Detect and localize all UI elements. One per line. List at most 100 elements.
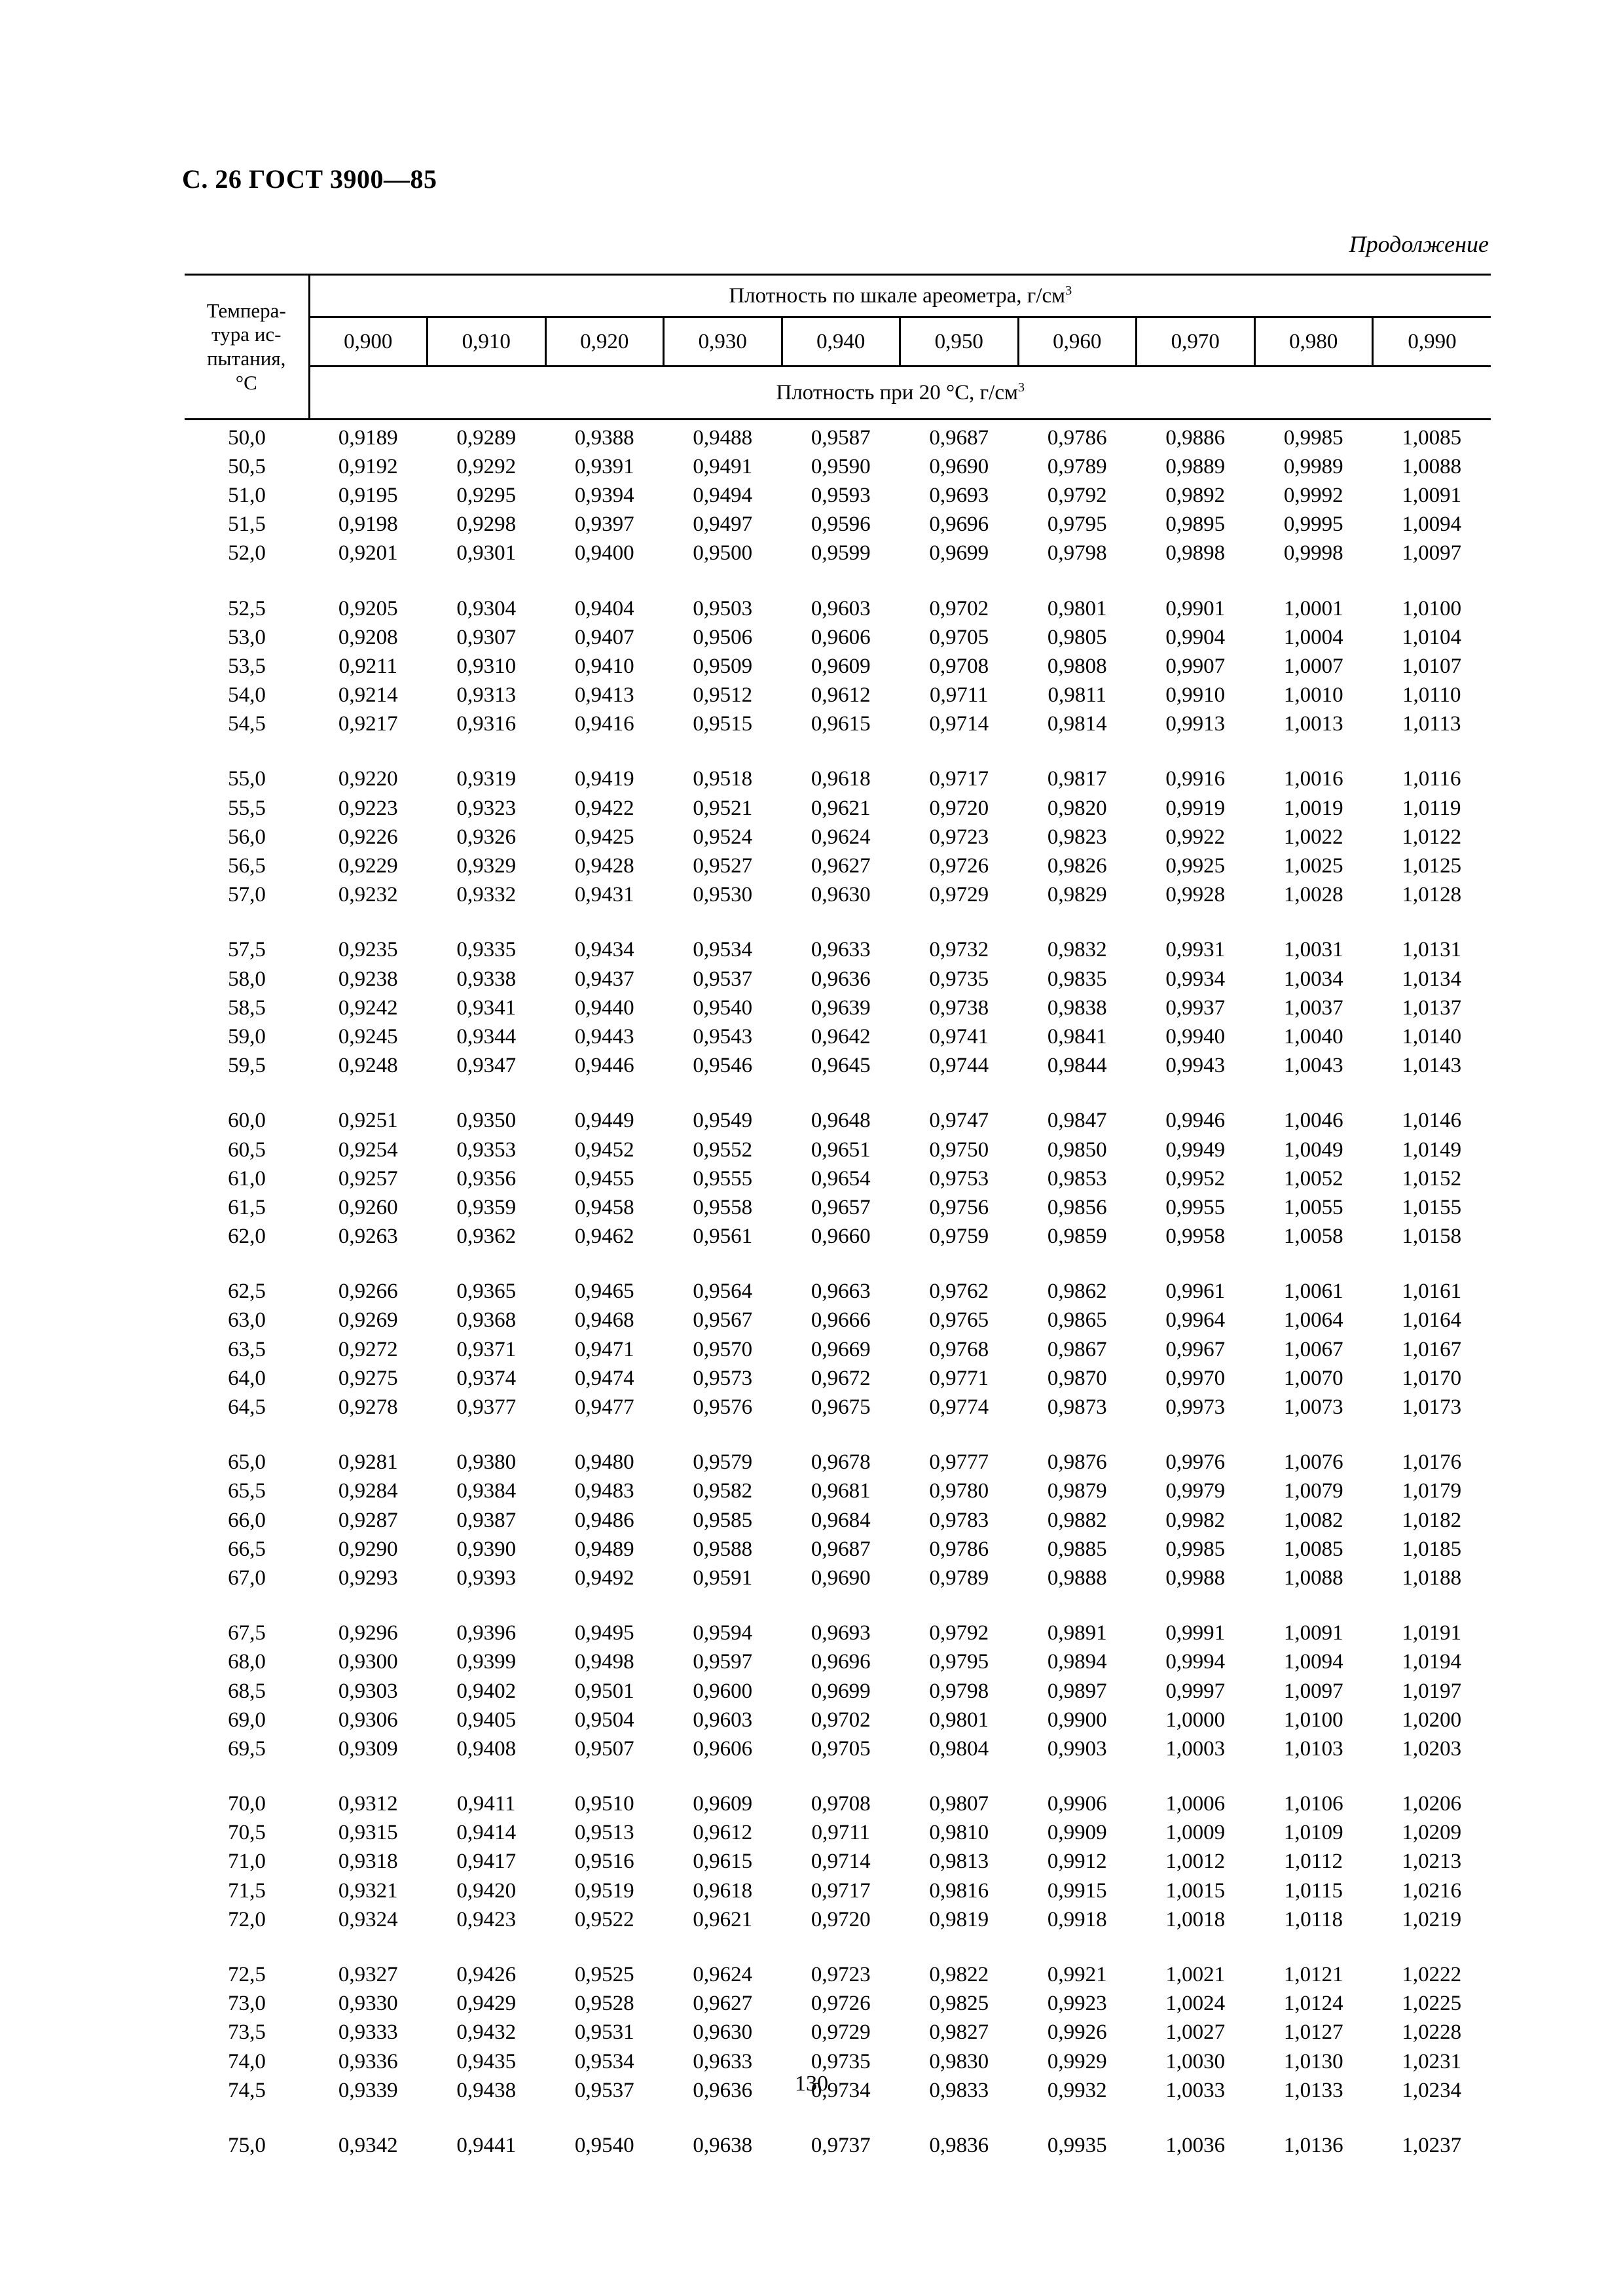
density-cell: 0,9865 [1047, 1308, 1107, 1333]
density-cell: 1,0034 [1283, 967, 1343, 991]
density-cell: 0,9672 [811, 1366, 871, 1390]
density-cell: 0,9675 [811, 1395, 871, 1420]
density-cell: 0,9901 [1165, 596, 1226, 620]
temp-header-line-3: пытания, [207, 347, 286, 370]
density-cell: 0,9909 [1047, 1821, 1107, 1845]
group-spacer-cell [185, 1422, 1491, 1448]
density-cell: 0,9756 [929, 1195, 989, 1219]
temperature-cell: 57,0 [228, 883, 266, 907]
double-rule-line [185, 418, 1491, 423]
column-header-3: 0,930 [663, 316, 783, 367]
density-cell: 0,9336 [338, 2049, 398, 2073]
density-cell: 1,0234 [1402, 2078, 1462, 2102]
density-cell: 0,9723 [929, 825, 989, 849]
density-cell: 0,9973 [1165, 1395, 1226, 1420]
density-cell: 0,9437 [574, 967, 634, 991]
density-cell: 0,9929 [1047, 2049, 1107, 2073]
density-cell: 1,0040 [1283, 1024, 1343, 1049]
density-cell: 0,9307 [456, 625, 517, 649]
density-cell: 0,9597 [693, 1650, 753, 1674]
table-row: 62,5 0,9266 0,9365 0,9465 0,9564 0,9663 0,9762… [185, 1278, 1491, 1306]
density-cell: 0,9934 [1165, 967, 1226, 991]
group-spacer-row [185, 1422, 1491, 1448]
density-cell: 0,9894 [1047, 1650, 1107, 1674]
density-cell: 0,9419 [574, 767, 634, 791]
density-cell: 1,0179 [1402, 1479, 1462, 1503]
density-cell: 0,9737 [811, 2133, 871, 2157]
group-spacer-row [185, 1593, 1491, 1619]
density-cell: 0,9458 [574, 1195, 634, 1219]
table-row: 68,0 0,9300 0,9399 0,9498 0,9597 0,9696 0,9795… [185, 1648, 1491, 1677]
density-cell: 0,9886 [1165, 425, 1226, 450]
density-cell: 0,9394 [574, 483, 634, 507]
table-row: 73,5 0,9333 0,9432 0,9531 0,9630 0,9729 0,9827… [185, 2018, 1491, 2047]
density-cell: 0,9862 [1047, 1280, 1107, 1304]
density-cell: 0,9531 [574, 2020, 634, 2045]
density-cell: 0,9251 [338, 1109, 398, 1133]
density-cell: 0,9350 [456, 1109, 517, 1133]
density-cell: 0,9540 [574, 2133, 634, 2157]
density-cell: 0,9853 [1047, 1166, 1107, 1191]
density-cell: 0,9306 [338, 1708, 398, 1732]
density-cell: 0,9937 [1165, 996, 1226, 1020]
density-cell: 0,9856 [1047, 1195, 1107, 1219]
density-cell: 1,0125 [1402, 854, 1462, 878]
temperature-cell: 72,5 [228, 1963, 266, 1987]
density-cell: 1,0216 [1402, 1878, 1462, 1903]
density-cell: 0,9897 [1047, 1679, 1107, 1703]
temperature-cell: 54,5 [228, 712, 266, 736]
density-cell: 0,9329 [456, 854, 517, 878]
density-cell: 0,9426 [456, 1963, 517, 1987]
density-cell: 0,9609 [693, 1792, 753, 1816]
density-cell: 0,9596 [811, 512, 871, 537]
density-cell: 0,9429 [456, 1992, 517, 2016]
density-cell: 0,9932 [1047, 2078, 1107, 2102]
temperature-cell: 51,0 [228, 483, 266, 507]
density-cell: 0,9435 [456, 2049, 517, 2073]
density-cell: 0,9762 [929, 1280, 989, 1304]
density-cell: 1,0028 [1283, 883, 1343, 907]
density-cell: 0,9411 [456, 1792, 516, 1816]
density-cell: 0,9952 [1165, 1166, 1226, 1191]
density-cell: 0,9254 [338, 1138, 398, 1162]
density-cell: 1,0213 [1402, 1850, 1462, 1874]
density-cell: 0,9816 [929, 1878, 989, 1903]
density-cell: 1,0016 [1283, 767, 1343, 791]
density-cell: 1,0006 [1165, 1792, 1226, 1816]
density-cell: 0,9590 [811, 454, 871, 478]
density-cell: 1,0133 [1283, 2078, 1343, 2102]
density-cell: 0,9606 [811, 625, 871, 649]
table-row: 61,5 0,9260 0,9359 0,9458 0,9558 0,9657 0,9756… [185, 1193, 1491, 1222]
column-header-6: 0,960 [1018, 316, 1137, 367]
density-cell: 0,9576 [693, 1395, 753, 1420]
group-spacer-row [185, 1081, 1491, 1107]
density-cell: 0,9935 [1047, 2133, 1107, 2157]
density-cell: 1,0164 [1402, 1308, 1462, 1333]
density-cell: 0,9889 [1165, 454, 1226, 478]
density-cell: 1,0140 [1402, 1024, 1462, 1049]
temperature-cell: 69,5 [228, 1736, 266, 1761]
density-cell: 0,9290 [338, 1537, 398, 1561]
density-cell: 0,9805 [1047, 625, 1107, 649]
density-cell: 0,9795 [1047, 512, 1107, 537]
density-cell: 1,0082 [1283, 1508, 1343, 1532]
table-row: 75,0 0,9342 0,9441 0,9540 0,9638 0,9737 0,9836… [185, 2131, 1491, 2160]
table-row: 69,0 0,9306 0,9405 0,9504 0,9603 0,9702 0,9801… [185, 1706, 1491, 1734]
density-cell: 0,9192 [338, 454, 398, 478]
density-cell: 1,0088 [1402, 454, 1462, 478]
density-cell: 1,0001 [1283, 596, 1343, 620]
density-cell: 0,9500 [693, 541, 753, 565]
temperature-cell: 58,5 [228, 996, 266, 1020]
density-cell: 0,9684 [811, 1508, 871, 1532]
table-row: 61,0 0,9257 0,9356 0,9455 0,9555 0,9654 0,9753… [185, 1164, 1491, 1193]
density-cell: 1,0130 [1283, 2049, 1343, 2073]
density-cell: 0,9876 [1047, 1450, 1107, 1475]
density-cell: 0,9678 [811, 1450, 871, 1475]
density-cell: 0,9720 [811, 1907, 871, 1931]
density-cell: 0,9327 [338, 1963, 398, 1987]
temperature-cell: 59,0 [228, 1024, 266, 1049]
density-cell: 1,0106 [1283, 1792, 1343, 1816]
temperature-cell: 61,0 [228, 1166, 266, 1191]
temperature-cell: 67,0 [228, 1566, 266, 1590]
page-header-standard-mark: С. 26 ГОСТ 3900—85 [182, 164, 437, 194]
